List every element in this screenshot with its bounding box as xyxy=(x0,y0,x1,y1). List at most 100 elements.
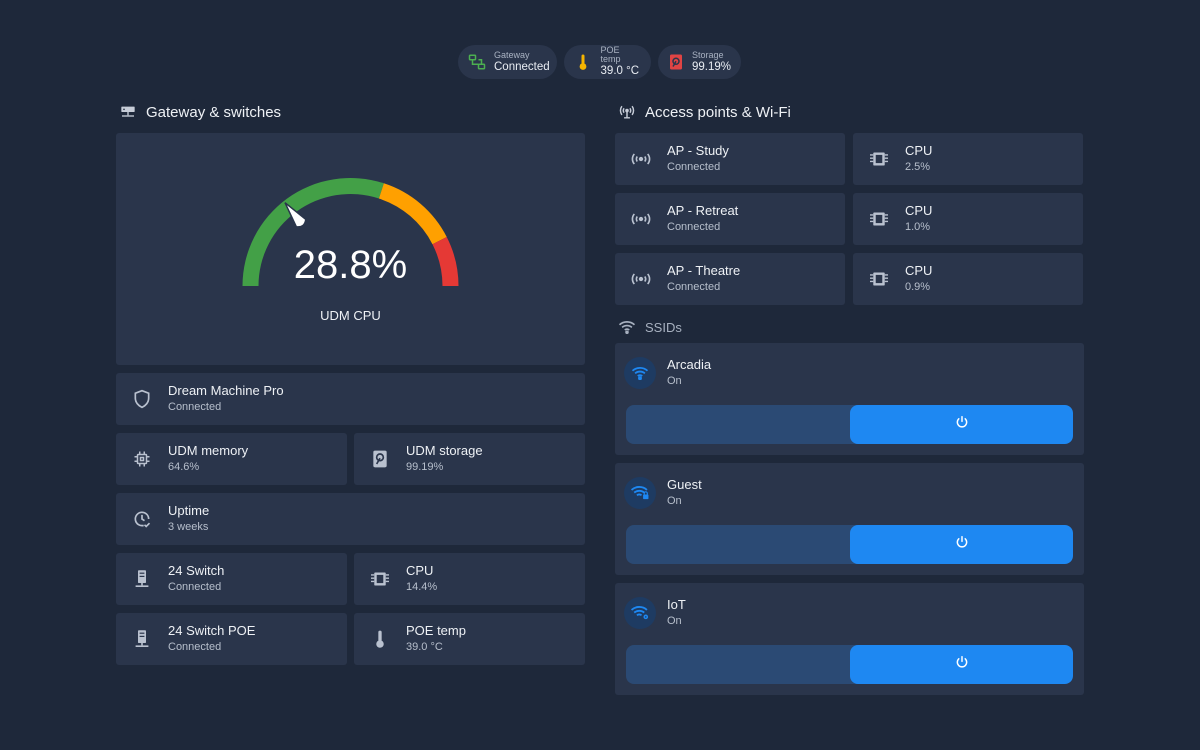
tile-state: Connected xyxy=(168,401,222,413)
wifi-cog-icon xyxy=(624,597,656,629)
network-icon xyxy=(468,52,486,72)
tile-state: 39.0 °C xyxy=(406,641,443,653)
gauge-arc xyxy=(242,178,459,286)
ap-section-title: Access points & Wi-Fi xyxy=(617,102,791,122)
badge-label: Gateway xyxy=(494,49,530,60)
tile-name: POE temp xyxy=(406,623,466,638)
wifi-icon xyxy=(617,317,637,337)
tile-state: 64.6% xyxy=(168,461,200,473)
poe-temp-tile[interactable]: POE temp 39.0 °C xyxy=(354,613,585,665)
ap-retreat-cpu-tile[interactable]: CPU 1.0% xyxy=(853,193,1083,245)
ssid-state: On xyxy=(667,615,682,627)
badge-label: POE temp xyxy=(600,45,621,65)
ssid-state: On xyxy=(667,375,682,387)
gateway-status-badge[interactable]: Gateway Connected xyxy=(458,45,557,79)
thermometer-icon xyxy=(354,613,406,665)
access-point-icon xyxy=(615,193,667,245)
switch24-cpu-tile[interactable]: CPU 14.4% xyxy=(354,553,585,605)
badge-value: Connected xyxy=(494,60,550,73)
gauge-value: 28.8% xyxy=(293,243,408,287)
clock-check-icon xyxy=(116,493,168,545)
tile-state: Connected xyxy=(168,641,222,653)
ssids-title: SSIDs xyxy=(617,317,682,337)
ssid-name: Arcadia xyxy=(667,357,712,372)
access-point-icon xyxy=(617,102,637,122)
gauge-segment-yellow xyxy=(378,183,447,245)
chip-icon xyxy=(116,433,168,485)
uptime-tile[interactable]: Uptime 3 weeks xyxy=(116,493,585,545)
ssid-toggle[interactable] xyxy=(626,405,1073,444)
tile-state: 99.19% xyxy=(406,461,444,473)
tile-name: Dream Machine Pro xyxy=(168,383,284,398)
tile-name: AP - Theatre xyxy=(667,263,741,278)
tile-state: Connected xyxy=(667,221,721,233)
ssid-card-guest: Guest On xyxy=(615,463,1084,575)
power-icon xyxy=(955,655,969,674)
access-point-icon xyxy=(615,253,667,305)
gauge-needle xyxy=(284,202,307,228)
ssid-name: IoT xyxy=(667,597,686,612)
gauge-segment-green xyxy=(242,178,384,286)
ap-theatre-tile[interactable]: AP - Theatre Connected xyxy=(615,253,845,305)
tile-state: Connected xyxy=(667,281,721,293)
poe-temp-badge[interactable]: POE temp 39.0 °C xyxy=(564,45,651,79)
power-icon xyxy=(955,415,969,434)
udm-memory-tile[interactable]: UDM memory 64.6% xyxy=(116,433,347,485)
badge-value: 99.19% xyxy=(692,60,732,73)
tile-state: 3 weeks xyxy=(168,521,209,533)
ssid-state: On xyxy=(667,495,682,507)
ssids-title-text: SSIDs xyxy=(645,319,682,335)
tile-name: Uptime xyxy=(168,503,210,518)
badge-label: Storage xyxy=(692,49,724,60)
wifi-icon xyxy=(624,357,656,389)
badge-value: 39.0 °C xyxy=(600,65,640,78)
server-network-icon xyxy=(118,102,138,122)
power-button[interactable] xyxy=(850,405,1073,444)
storage-icon xyxy=(668,52,684,72)
tile-state: 14.4% xyxy=(406,581,438,593)
dream-machine-tile[interactable]: Dream Machine Pro Connected xyxy=(116,373,585,425)
section-title-text: Access points & Wi-Fi xyxy=(645,103,791,121)
gauge-segment-red xyxy=(432,236,459,286)
tile-name: UDM memory xyxy=(168,443,249,458)
ap-retreat-tile[interactable]: AP - Retreat Connected xyxy=(615,193,845,245)
tile-name: CPU xyxy=(406,563,434,578)
switch24-tile[interactable]: 24 Switch Connected xyxy=(116,553,347,605)
tile-name: UDM storage xyxy=(406,443,483,458)
cpu-icon xyxy=(853,133,905,185)
power-button[interactable] xyxy=(850,525,1073,564)
section-title-text: Gateway & switches xyxy=(146,103,282,121)
tile-name: CPU xyxy=(905,143,933,158)
tile-state: Connected xyxy=(168,581,222,593)
harddisk-icon xyxy=(354,433,406,485)
tile-name: 24 Switch POE xyxy=(168,623,256,638)
ssid-toggle[interactable] xyxy=(626,525,1073,564)
ssid-card-arcadia: Arcadia On xyxy=(615,343,1084,455)
tile-name: CPU xyxy=(905,203,933,218)
tile-name: AP - Study xyxy=(667,143,729,158)
ssid-toggle[interactable] xyxy=(626,645,1073,684)
gateway-section-title: Gateway & switches xyxy=(118,102,281,122)
shield-icon xyxy=(116,373,168,425)
ssid-name: Guest xyxy=(667,477,702,492)
cpu-icon xyxy=(853,253,905,305)
switch24poe-tile[interactable]: 24 Switch POE Connected xyxy=(116,613,347,665)
wifi-lock-icon xyxy=(624,477,656,509)
power-button[interactable] xyxy=(850,645,1073,684)
gauge-label: UDM CPU xyxy=(320,308,381,323)
tile-state: 2.5% xyxy=(905,161,931,173)
storage-badge[interactable]: Storage 99.19% xyxy=(658,45,741,79)
ap-theatre-cpu-tile[interactable]: CPU 0.9% xyxy=(853,253,1083,305)
udm-cpu-gauge-card[interactable]: 28.8% UDM CPU xyxy=(116,133,585,365)
udm-storage-tile[interactable]: UDM storage 99.19% xyxy=(354,433,585,485)
ap-study-tile[interactable]: AP - Study Connected xyxy=(615,133,845,185)
tile-name: AP - Retreat xyxy=(667,203,739,218)
thermometer-icon xyxy=(574,52,593,72)
tile-name: 24 Switch xyxy=(168,563,225,578)
access-point-icon xyxy=(615,133,667,185)
ap-study-cpu-tile[interactable]: CPU 2.5% xyxy=(853,133,1083,185)
cpu-icon xyxy=(354,553,406,605)
cpu-icon xyxy=(853,193,905,245)
tile-name: CPU xyxy=(905,263,933,278)
ssid-card-iot: IoT On xyxy=(615,583,1084,695)
